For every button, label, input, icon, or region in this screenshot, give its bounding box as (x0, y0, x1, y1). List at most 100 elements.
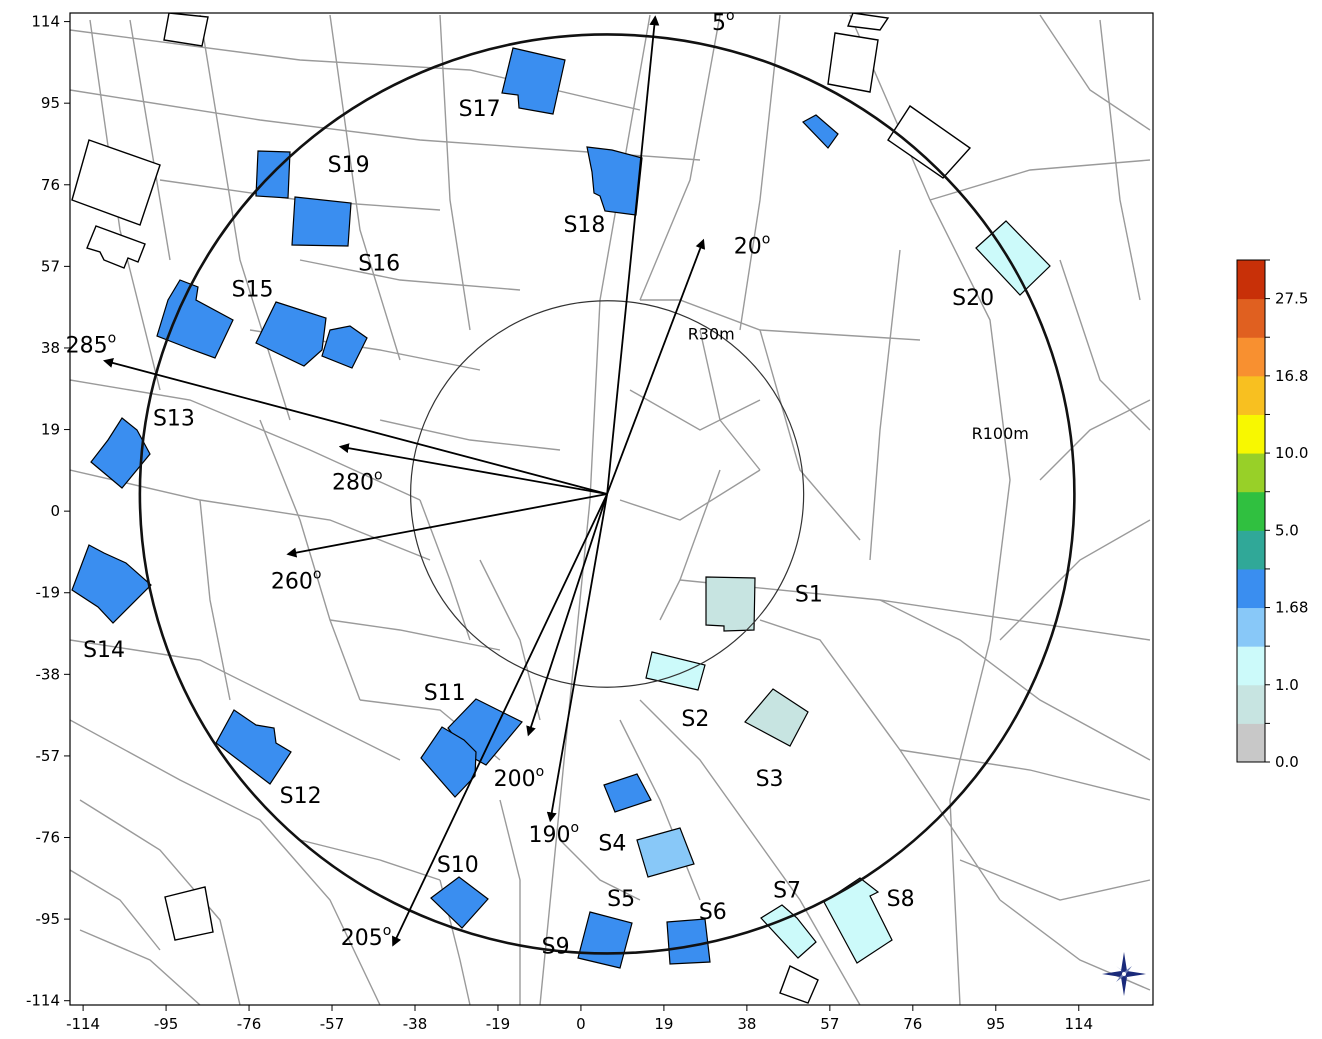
site-S5-building (636, 827, 695, 878)
colorbar-band (1237, 298, 1265, 338)
site-S16-building (291, 196, 352, 247)
y-tick-label: 76 (41, 176, 60, 194)
site-S15c-building (321, 325, 368, 369)
colorbar-band (1237, 260, 1265, 300)
y-tick-label: -57 (36, 747, 61, 765)
colorbar-band (1237, 646, 1265, 686)
site-S18-building (586, 146, 643, 216)
colorbar-band (1237, 453, 1265, 493)
arrow-190 (546, 493, 609, 823)
site-label-s13: S13 (153, 406, 195, 431)
arrow-5 (606, 15, 660, 495)
y-tick-label: 0 (50, 502, 60, 520)
site-buildings (71, 47, 1051, 969)
site-label-s3: S3 (756, 767, 784, 792)
site-S10-building (430, 876, 489, 929)
colorbar-tick-label: 16.8 (1275, 367, 1308, 385)
arrow-20 (606, 238, 706, 495)
site-S3-building (744, 688, 809, 747)
colorbar-band (1237, 723, 1265, 763)
ring-label-r30m: R30m (688, 324, 735, 343)
site-S11b-building (420, 726, 477, 798)
site-label-s16: S16 (358, 252, 400, 277)
site-S1-building (705, 576, 756, 632)
site-label-s7: S7 (773, 879, 801, 904)
y-tick-label: -95 (36, 910, 61, 928)
ring-label-r100m: R100m (972, 424, 1029, 443)
site-label-s5: S5 (607, 887, 635, 912)
site-S7-building (760, 904, 817, 959)
x-tick-label: 114 (1064, 1015, 1093, 1033)
site-S14-building (71, 544, 152, 624)
site-S4-building (603, 773, 652, 813)
site-label-s11: S11 (424, 681, 466, 706)
colorbar-band (1237, 375, 1265, 415)
colorbar: 0.0 1.0 1.68 5.0 10.0 16.8 27.5 (1236, 259, 1308, 771)
site-labels: S1 S2 S3 S4 S5 S6 S7 S8 S9 S10 S11 S12 S13 S14 S15 S16 S… (83, 97, 994, 959)
site-label-s4: S4 (598, 831, 626, 856)
y-tick-label: 114 (31, 13, 60, 31)
x-tick-label: 57 (820, 1015, 839, 1033)
x-tick-label: -38 (403, 1015, 428, 1033)
site-label-s19: S19 (328, 153, 370, 178)
x-tick-label: 19 (654, 1015, 673, 1033)
colorbar-band (1237, 337, 1265, 377)
x-axis: -114 -95 -76 -57 -38 -19 0 19 38 57 76 95 114 (66, 1005, 1093, 1033)
site-label-s2: S2 (681, 707, 709, 732)
site-S8-building (823, 877, 893, 964)
site-S20-building (975, 220, 1051, 296)
site-label-s6: S6 (699, 900, 727, 925)
y-tick-label: 38 (41, 339, 60, 357)
site-label-s10: S10 (437, 853, 479, 878)
site-label-s17: S17 (459, 97, 501, 122)
colorbar-tick-label: 0.0 (1275, 753, 1299, 771)
site-label-s8: S8 (887, 887, 915, 912)
x-tick-label: 0 (576, 1015, 586, 1033)
site-label-s15: S15 (232, 277, 274, 302)
arrow-260 (286, 493, 608, 558)
arrow-205 (392, 493, 608, 947)
compass-rose-icon (1102, 952, 1146, 996)
y-tick-label: 57 (41, 257, 60, 275)
colorbar-tick-label: 1.0 (1275, 676, 1299, 694)
site-S15-building (156, 279, 234, 359)
colorbar-band (1237, 491, 1265, 531)
y-tick-label: -38 (36, 665, 61, 683)
colorbar-band (1237, 568, 1265, 609)
x-tick-label: -19 (486, 1015, 511, 1033)
site-small-building (802, 114, 839, 149)
site-S12-building (215, 709, 292, 785)
site-S17-building (501, 47, 566, 115)
colorbar-frame (1236, 259, 1266, 763)
site-label-s12: S12 (280, 784, 322, 809)
y-axis: 114 95 76 57 38 19 0 -19 -38 -57 -76 -95 -114 (26, 13, 70, 1010)
y-tick-label: -19 (36, 584, 61, 602)
x-tick-label: -114 (66, 1015, 100, 1033)
x-tick-label: -95 (154, 1015, 179, 1033)
site-label-s14: S14 (83, 638, 125, 663)
colorbar-band (1237, 530, 1265, 570)
site-label-s20: S20 (952, 286, 994, 311)
colorbar-tick-label: 1.68 (1275, 599, 1308, 617)
range-rings: R30m R100m (138, 33, 1076, 955)
x-tick-label: 76 (903, 1015, 922, 1033)
site-label-s9: S9 (542, 934, 570, 959)
plot-frame (69, 12, 1154, 1006)
y-tick-label: -114 (26, 992, 60, 1010)
x-tick-label: 38 (737, 1015, 756, 1033)
site-S13-building (90, 417, 151, 489)
y-tick-label: 19 (41, 421, 60, 439)
ring-r30m (410, 300, 805, 688)
background-buildings (71, 13, 972, 1004)
ring-r100m (138, 33, 1076, 955)
y-tick-label: 95 (41, 94, 60, 112)
x-tick-label: -76 (237, 1015, 262, 1033)
colorbar-tick-label: 27.5 (1275, 290, 1308, 308)
y-tick-label: -76 (36, 829, 61, 847)
site-label-s18: S18 (563, 213, 605, 238)
colorbar-band (1237, 414, 1265, 454)
site-S6-building (666, 918, 711, 965)
arrow-200 (526, 493, 608, 737)
